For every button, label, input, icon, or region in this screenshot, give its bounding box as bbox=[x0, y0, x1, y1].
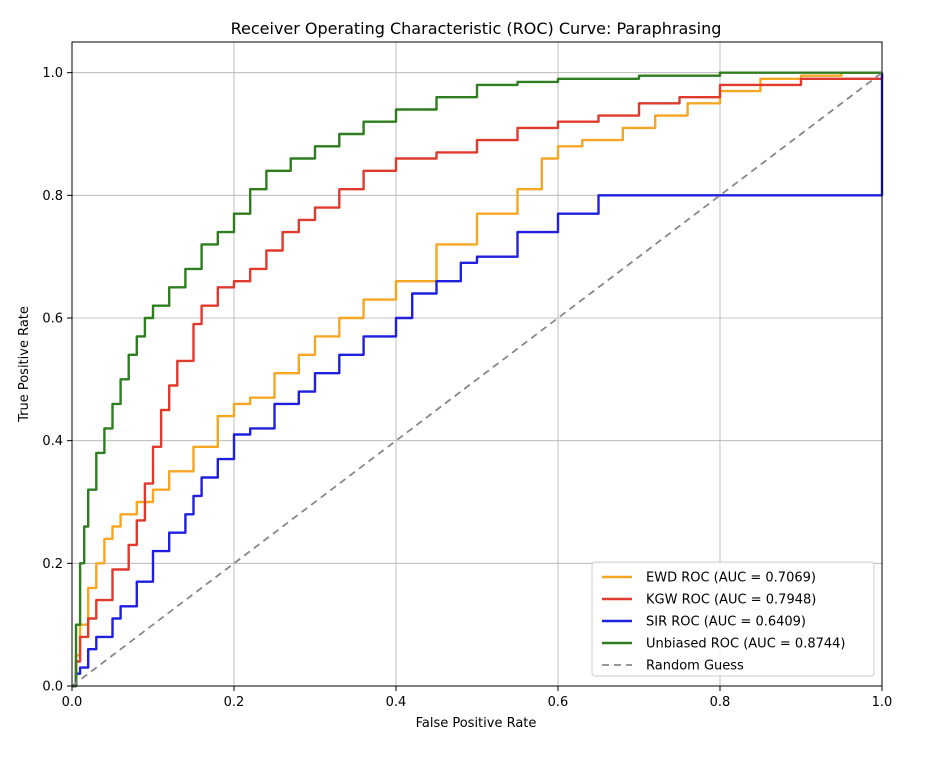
chart-title: Receiver Operating Characteristic (ROC) … bbox=[231, 19, 722, 38]
y-tick-label: 0.8 bbox=[42, 189, 63, 204]
legend: EWD ROC (AUC = 0.7069) KGW ROC (AUC = 0.7… bbox=[591, 561, 875, 677]
series-line-ewd bbox=[72, 71, 882, 688]
series-line-kgw bbox=[72, 72, 884, 688]
x-tick-label: 1.0 bbox=[872, 695, 893, 710]
legend-label: Random Guess bbox=[646, 659, 744, 674]
y-axis-label: True Positive Rate bbox=[17, 306, 32, 423]
x-tick-label: 0.2 bbox=[224, 695, 245, 710]
y-tick-label: 0.0 bbox=[42, 680, 63, 695]
legend-label: Unbiased ROC (AUC = 0.8744) bbox=[646, 637, 846, 652]
y-tick-label: 0.2 bbox=[42, 557, 63, 572]
x-tick-label: 0.8 bbox=[710, 695, 731, 710]
legend-box bbox=[591, 561, 875, 677]
series-layer bbox=[71, 71, 884, 688]
legend-label: SIR ROC (AUC = 0.6409) bbox=[646, 615, 806, 630]
x-tick-label: 0.6 bbox=[548, 695, 569, 710]
x-tick-label: 0.0 bbox=[62, 695, 83, 710]
x-axis-label: False Positive Rate bbox=[416, 716, 537, 731]
y-tick-label: 0.4 bbox=[42, 434, 63, 449]
y-tick-label: 0.6 bbox=[42, 312, 63, 327]
legend-label: EWD ROC (AUC = 0.7069) bbox=[646, 571, 816, 586]
plot-frame bbox=[71, 41, 883, 687]
y-tick-label: 1.0 bbox=[42, 66, 63, 81]
series-line-sir bbox=[72, 72, 884, 688]
legend-label: KGW ROC (AUC = 0.7948) bbox=[646, 593, 816, 608]
series-line-random bbox=[71, 71, 883, 687]
series-line-unbiased bbox=[72, 71, 882, 688]
x-tick-label: 0.4 bbox=[386, 695, 407, 710]
axis-ticks: 0.0 0.2 0.4 0.6 0.8 1.0 0.0 0.2 0.4 0.6 0.8 1.0 bbox=[42, 66, 892, 710]
